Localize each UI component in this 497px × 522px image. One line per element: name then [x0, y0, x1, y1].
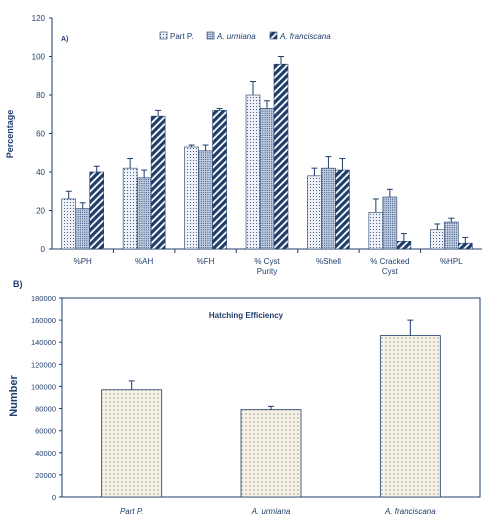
chart-a-legend-swatch [159, 31, 168, 40]
chart-a-x-tick-label: %Shell [316, 257, 341, 266]
chart-a-bar [382, 196, 398, 250]
chart-b-y-tick-label: 0 [52, 493, 56, 502]
chart-b-y-tick-label: 80000 [35, 405, 56, 414]
chart-a-x-tick-label: %HPL [440, 257, 463, 266]
chart-a-bar [429, 229, 445, 250]
chart-a-bars [61, 56, 473, 250]
chart-b-panel-label: B) [13, 279, 23, 289]
chart-a-bar [273, 63, 289, 250]
chart-a-legend-label: A. franciscana [279, 32, 331, 41]
chart-a-bar [150, 115, 166, 250]
chart-b-x-tick-label: A. urmiana [251, 507, 291, 516]
chart-b-y-tick-label: 100000 [31, 382, 56, 391]
chart-a: A) Percentage Part P. A. urmiana A. franci… [5, 14, 482, 276]
chart-b-title: Hatching Efficiency [209, 311, 284, 320]
chart-a-bar [122, 167, 138, 250]
chart-b-x-tick-label: A. franciscana [384, 507, 436, 516]
chart-a-y-tick-label: 0 [41, 245, 46, 254]
chart-a-bar [89, 171, 105, 250]
chart-b-x-tick-label: Part P. [120, 507, 143, 516]
chart-b-y-tick-label: 120000 [31, 360, 56, 369]
chart-a-bar [75, 208, 91, 250]
chart-a-bar [259, 108, 275, 250]
chart-a-bar [321, 167, 336, 250]
chart-a-y-tick-label: 40 [36, 168, 45, 177]
chart-a-y-axis-label: Percentage [5, 110, 15, 159]
chart-a-y-tick-label: 60 [36, 130, 45, 139]
chart-b-x-ticks: Part P. A. urmiana A. franciscana [120, 507, 436, 516]
chart-b-y-tick-label: 140000 [31, 338, 56, 347]
chart-a-x-tick-label: %FH [197, 257, 215, 266]
chart-b-y-axis-label: Number [8, 375, 20, 417]
chart-b-y-tick-label: 60000 [35, 427, 56, 436]
chart-a-legend: Part P. A. urmiana A. franciscana [159, 31, 331, 41]
chart-b-axes: 0 20000 40000 60000 80000 100000 120000 140000 1… [31, 294, 62, 502]
chart-a-legend-label: A. urmiana [216, 32, 256, 41]
chart-b-bar [101, 389, 163, 498]
chart-b: B) Hatching Efficiency Number 0 20000 4000… [8, 279, 481, 516]
chart-a-bar [396, 241, 412, 250]
chart-a-bar [307, 175, 322, 250]
chart-b-y-tick-label: 160000 [31, 316, 56, 325]
chart-a-y-tick-label: 80 [36, 91, 45, 100]
chart-a-x-tick-label: %PH [74, 257, 92, 266]
chart-a-y-tick-label: 100 [32, 53, 46, 62]
chart-b-bar [240, 409, 302, 498]
chart-a-bar [368, 212, 384, 250]
chart-a-bar [212, 110, 227, 250]
chart-a-bar [245, 94, 261, 250]
chart-a-legend-label: Part P. [170, 32, 193, 41]
chart-b-bar [379, 335, 441, 498]
chart-b-y-tick-label: 180000 [31, 294, 56, 303]
chart-a-y-tick-label: 20 [36, 207, 45, 216]
chart-a-x-ticks: %PH %AH %FH % Cyst Purity %Shell % Cracked Cyst… [74, 249, 463, 276]
chart-b-y-tick-label: 40000 [35, 449, 56, 458]
chart-a-bar [457, 242, 473, 250]
chart-a-bar [198, 150, 213, 250]
chart-a-bar [136, 177, 152, 250]
chart-b-y-tick-label: 20000 [35, 471, 56, 480]
chart-a-bar [443, 221, 459, 250]
chart-a-legend-swatch [269, 31, 278, 40]
chart-a-bar [61, 198, 77, 250]
chart-a-bar [184, 146, 199, 250]
chart-a-legend-swatch [206, 31, 215, 40]
chart-a-x-tick-label: % Cyst Purity [254, 257, 280, 276]
chart-b-bars [101, 319, 441, 498]
chart-a-bar [335, 169, 350, 250]
chart-a-panel-label: A) [61, 36, 68, 43]
chart-a-y-tick-label: 120 [32, 14, 46, 23]
chart-a-x-tick-label: % Cracked Cyst [370, 257, 409, 276]
chart-a-x-tick-label: %AH [135, 257, 153, 266]
